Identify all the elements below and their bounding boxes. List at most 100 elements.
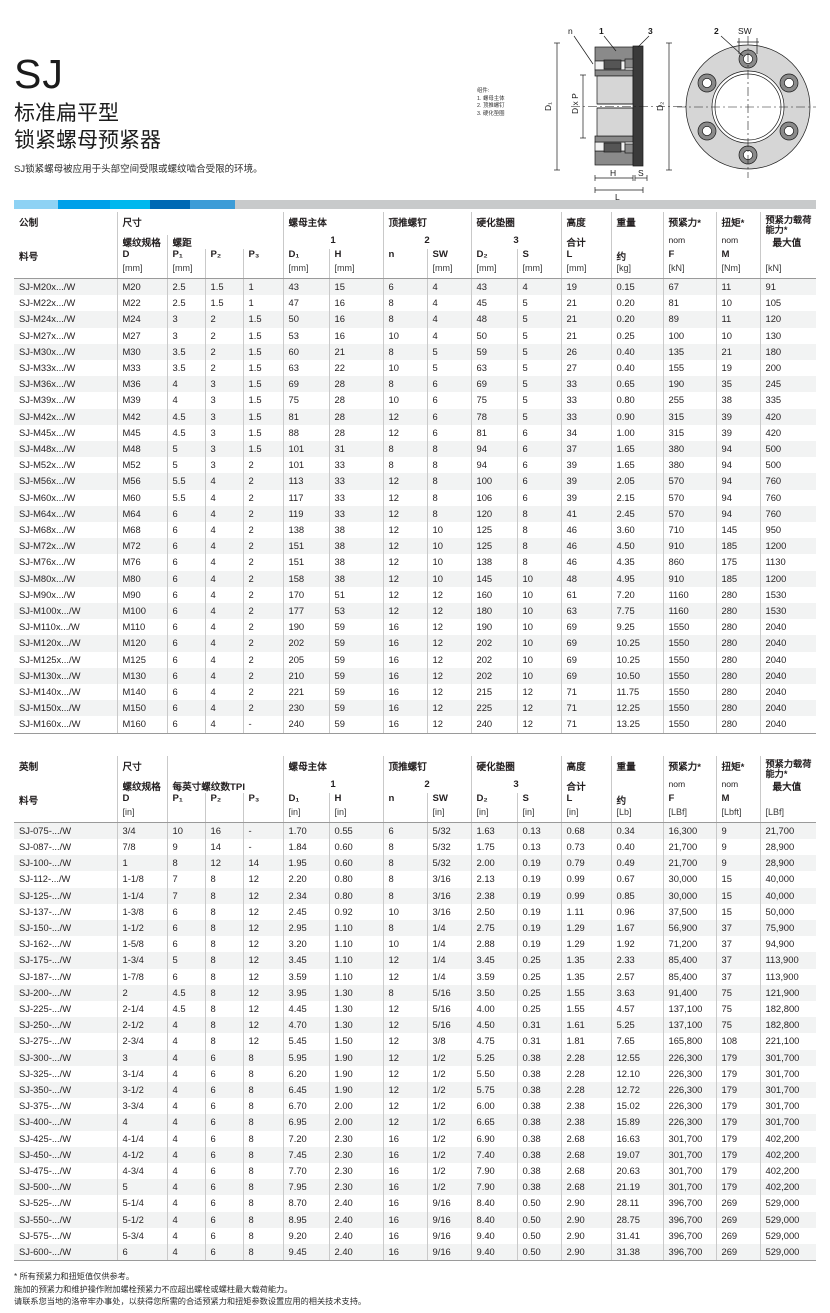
cell-value: 4 xyxy=(166,1033,205,1050)
cell-value: 15 xyxy=(328,278,383,296)
th-group-load-capacity: 预紧力载荷能力* xyxy=(759,212,816,235)
cell-value: 9.20 xyxy=(282,1227,329,1244)
cell-value: 12 xyxy=(382,1049,427,1066)
cell-value: M56 xyxy=(116,473,167,490)
cell-value: 4 xyxy=(204,505,243,523)
table-row: SJ-M22x.../W M22 2.5 1.5 1 47 16 8 4 45 5 21 0.20 81 1… xyxy=(14,295,816,312)
cell-value: 0.60 xyxy=(328,855,383,872)
cell-value: 1.5 xyxy=(242,408,283,425)
cell-value: 221 xyxy=(282,684,329,701)
cell-value: 4 xyxy=(204,684,243,701)
cell-value: 12 xyxy=(426,651,471,668)
cell-value: 71 xyxy=(560,700,611,717)
color-seg-5 xyxy=(190,200,235,209)
cell-value: 91,400 xyxy=(662,984,716,1001)
cell-value: 1.10 xyxy=(328,952,383,969)
cell-value: 4 xyxy=(426,327,471,344)
th-unit-s: [mm] xyxy=(516,263,561,279)
cell-value: 38 xyxy=(328,522,383,539)
th-part-label: 料号 xyxy=(14,249,117,263)
table-row: SJ-M36x.../W M36 4 3 1.5 69 28 8 6 69 5 33 0.65 190 35… xyxy=(14,376,816,393)
cell-value: 2040 xyxy=(759,667,816,685)
cell-value: 0.92 xyxy=(328,903,383,920)
cell-value: 3.50 xyxy=(470,984,517,1001)
table-row: SJ-M33x.../W M33 3.5 2 1.5 63 22 10 5 63 5 27 0.40 15… xyxy=(14,360,816,377)
cell-value: 12 xyxy=(242,1017,283,1034)
cell-value: 950 xyxy=(759,522,816,539)
cell-value: 5 xyxy=(516,327,561,344)
cell-value: 2040 xyxy=(759,716,816,734)
imp-th-sub-nom-f: nom xyxy=(662,778,716,793)
th-sub-total: 合计 xyxy=(560,235,611,249)
cell-value: 8 xyxy=(204,1033,243,1050)
cell-value: 5 xyxy=(166,952,205,969)
cell-value: 8 xyxy=(426,505,471,523)
cell-value: 0.68 xyxy=(560,822,611,839)
cell-part-number: SJ-500-.../W xyxy=(14,1179,117,1196)
cell-value: 1.90 xyxy=(328,1065,383,1082)
cell-value: 2-1/4 xyxy=(116,1000,167,1018)
cell-value: 1.70 xyxy=(282,822,329,839)
cell-value: 0.25 xyxy=(516,968,561,985)
cell-value: 81 xyxy=(662,295,716,312)
cell-value: 12 xyxy=(516,684,561,701)
imp-th-sub-total: 合计 xyxy=(560,778,611,793)
th-blank-3 xyxy=(243,235,283,249)
cell-value: 39 xyxy=(560,489,611,506)
cell-value: 2040 xyxy=(759,700,816,717)
imp-th-unit-p2 xyxy=(204,806,243,823)
cell-value: 4 xyxy=(204,635,243,652)
cell-value: 6 xyxy=(204,1065,243,1082)
th-unit-l: [mm] xyxy=(560,263,611,279)
th-sym-p3: P₃ xyxy=(242,249,283,263)
cell-value: M140 xyxy=(116,684,167,701)
footnotes: * 所有预紧力和扭矩值仅供参考。 施加的预紧力和维护操作附加螺栓预紧力不应超出螺… xyxy=(14,1271,816,1308)
cell-value: 0.38 xyxy=(516,1098,561,1115)
cell-value: 6 xyxy=(516,489,561,506)
cell-value: 69 xyxy=(560,635,611,652)
imp-th-sym-blank xyxy=(759,792,816,807)
cell-value: 94 xyxy=(715,457,760,474)
cell-value: 4.5 xyxy=(166,1000,205,1018)
cell-value: 4 xyxy=(166,1017,205,1034)
cell-value: 2 xyxy=(242,538,283,555)
cell-value: 4.5 xyxy=(166,984,205,1001)
cell-value: 16 xyxy=(328,327,383,344)
cell-value: 1.5 xyxy=(204,278,243,296)
cell-value: 3.63 xyxy=(610,984,663,1001)
legend-item-3: 3. 硬化垫圈 xyxy=(477,110,505,117)
table-row: SJ-600-.../W 6 4 6 8 9.45 2.40 16 9/16 9.40 0.50 2.… xyxy=(14,1243,816,1262)
cell-value: 8 xyxy=(242,1065,283,1082)
cell-value: 6 xyxy=(204,1146,243,1163)
cell-value: 2 xyxy=(242,570,283,587)
cell-value: 1.10 xyxy=(328,919,383,937)
cell-value: 119 xyxy=(282,505,329,523)
th-group-preload: 预紧力* xyxy=(662,212,716,235)
cell-value: 1.5 xyxy=(204,295,243,312)
cell-value: 2.38 xyxy=(560,1114,611,1131)
cell-value: 63 xyxy=(560,603,611,620)
imp-th-sym-n: n xyxy=(382,792,427,807)
imp-th-sub-tpi: 每英寸螺纹数TPI xyxy=(166,778,283,793)
cell-value: 15 xyxy=(715,871,760,888)
cell-value: 12 xyxy=(242,1033,283,1050)
th-unit-p1: [mm] xyxy=(166,263,205,279)
table-row: SJ-525-.../W 5-1/4 4 6 8 8.70 2.40 16 9/16 8.40 0.… xyxy=(14,1195,816,1212)
color-bar xyxy=(14,200,816,209)
imp-th-sym-s: S xyxy=(516,792,561,807)
cell-value: 12 xyxy=(242,887,283,904)
cell-value: M80 xyxy=(116,570,167,587)
cell-value: 1160 xyxy=(662,586,716,604)
cell-value: 113,900 xyxy=(759,952,816,969)
cell-value: 1.10 xyxy=(328,968,383,985)
imp-th-group-height: 高度 xyxy=(560,755,611,779)
imp-th-unit-d: [in] xyxy=(116,806,167,823)
cell-value: 33 xyxy=(328,489,383,506)
cell-value: 16 xyxy=(382,1195,427,1212)
cell-value: 910 xyxy=(662,538,716,555)
cell-value: 7.65 xyxy=(610,1033,663,1050)
cell-value: 4.45 xyxy=(282,1000,329,1018)
cell-value: 12 xyxy=(382,522,427,539)
cell-value: 8 xyxy=(426,489,471,506)
cell-value: 4 xyxy=(166,1179,205,1196)
